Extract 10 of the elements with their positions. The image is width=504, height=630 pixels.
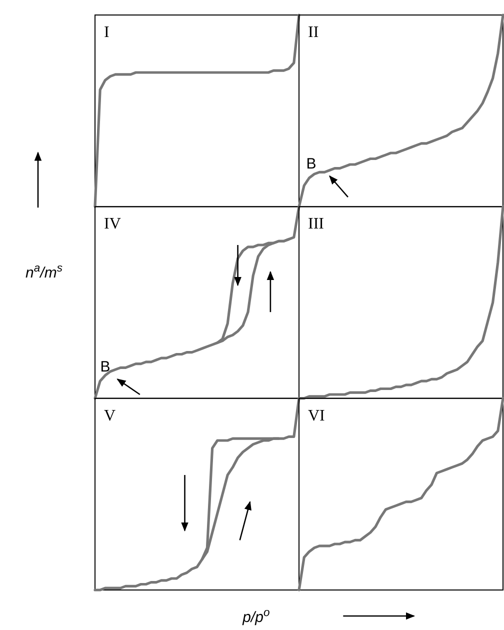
annotation: B — [306, 155, 316, 172]
text: VI — [308, 407, 325, 424]
y-axis-title: n$^{a}$/m$^{s}$ — [26, 262, 63, 282]
text: II — [308, 24, 319, 41]
x-axis-title: p/p$^{o}$ — [242, 607, 270, 626]
text: IV — [104, 216, 122, 233]
text: I — [104, 24, 110, 41]
annotation: B — [100, 358, 110, 376]
text: III — [308, 216, 324, 233]
text: V — [104, 407, 116, 424]
